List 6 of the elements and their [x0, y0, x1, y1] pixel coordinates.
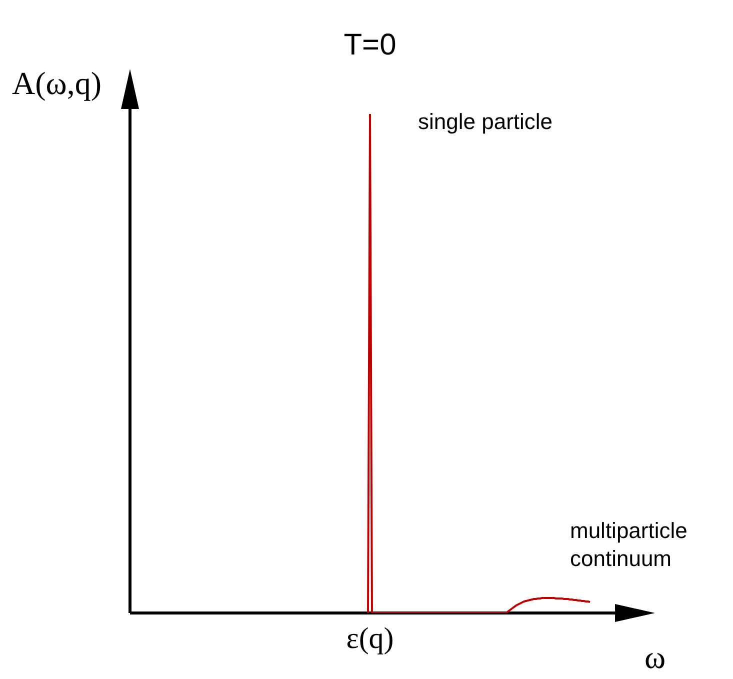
annotation: single particle — [418, 109, 553, 134]
annotation: multiparticle continuum — [570, 518, 688, 571]
chart-title: T=0 — [344, 28, 396, 62]
text: ε(q) — [346, 622, 394, 655]
y-axis-title: A(ω,q) — [12, 65, 102, 101]
x-axis-title: ω — [644, 639, 666, 675]
